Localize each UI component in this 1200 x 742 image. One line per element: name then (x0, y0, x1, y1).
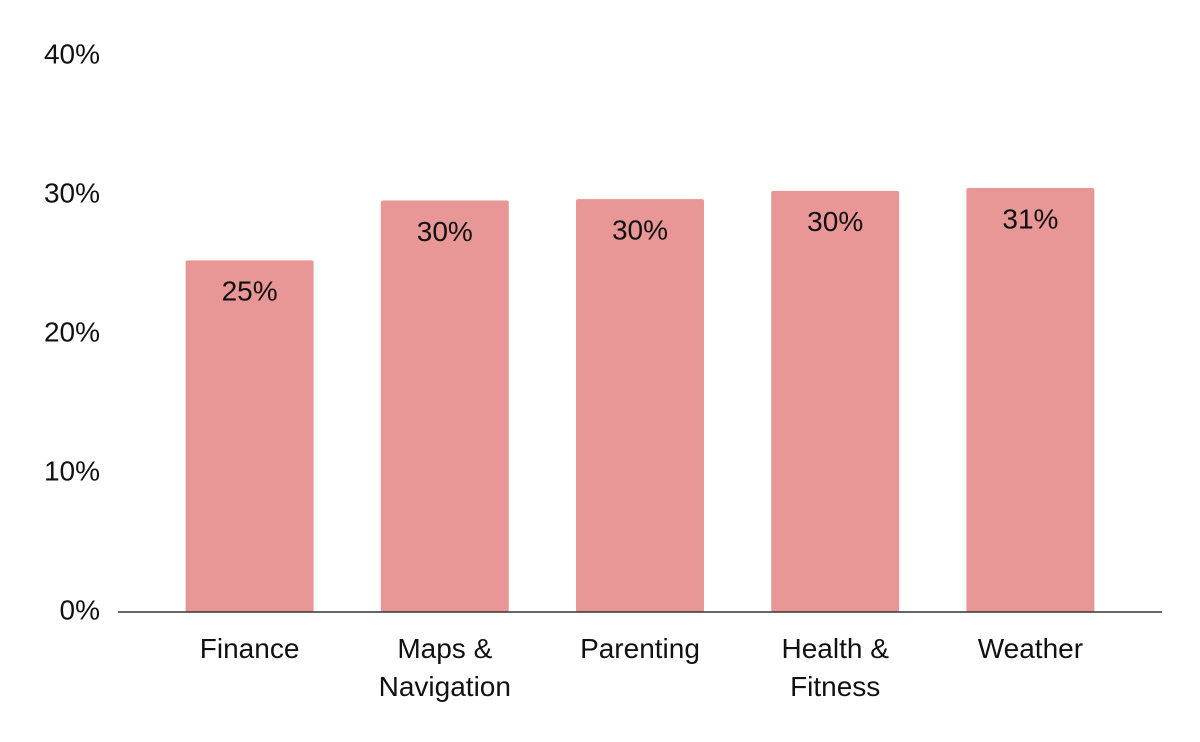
value-label: 25% (222, 276, 278, 307)
y-tick-label: 40% (44, 38, 100, 69)
y-tick-label: 0% (60, 594, 100, 625)
bar (771, 190, 900, 612)
x-tick-label: Finance (199, 633, 300, 664)
bar (966, 188, 1095, 613)
x-tick-label: Health & Fitness (781, 633, 889, 702)
x-tick-label: Parenting (580, 633, 700, 664)
value-label: 30% (612, 215, 668, 246)
y-tick-label: 30% (44, 177, 100, 208)
bar (185, 260, 314, 612)
bar (380, 200, 509, 612)
x-tick-label: Maps & Navigation (378, 633, 511, 702)
value-label: 30% (417, 216, 473, 247)
bar (576, 199, 704, 613)
value-label: 30% (807, 206, 863, 237)
y-tick-label: 20% (44, 316, 100, 347)
value-label: 31% (1002, 203, 1058, 234)
y-tick-label: 10% (44, 455, 100, 486)
x-tick-label: Weather (977, 633, 1084, 664)
